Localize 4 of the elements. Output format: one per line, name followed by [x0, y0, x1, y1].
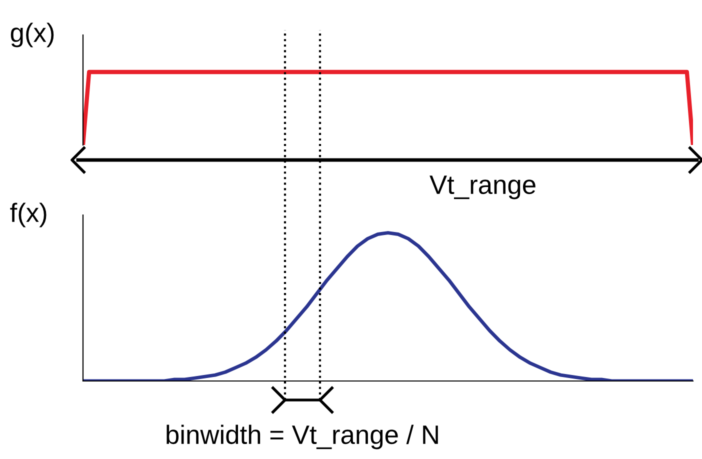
y-axis-title: f(x): [10, 202, 46, 228]
text: Vt_range: [430, 176, 536, 200]
text: binwidth = Vt_range / N: [166, 424, 438, 450]
y-axis-title: g(x): [10, 22, 54, 48]
